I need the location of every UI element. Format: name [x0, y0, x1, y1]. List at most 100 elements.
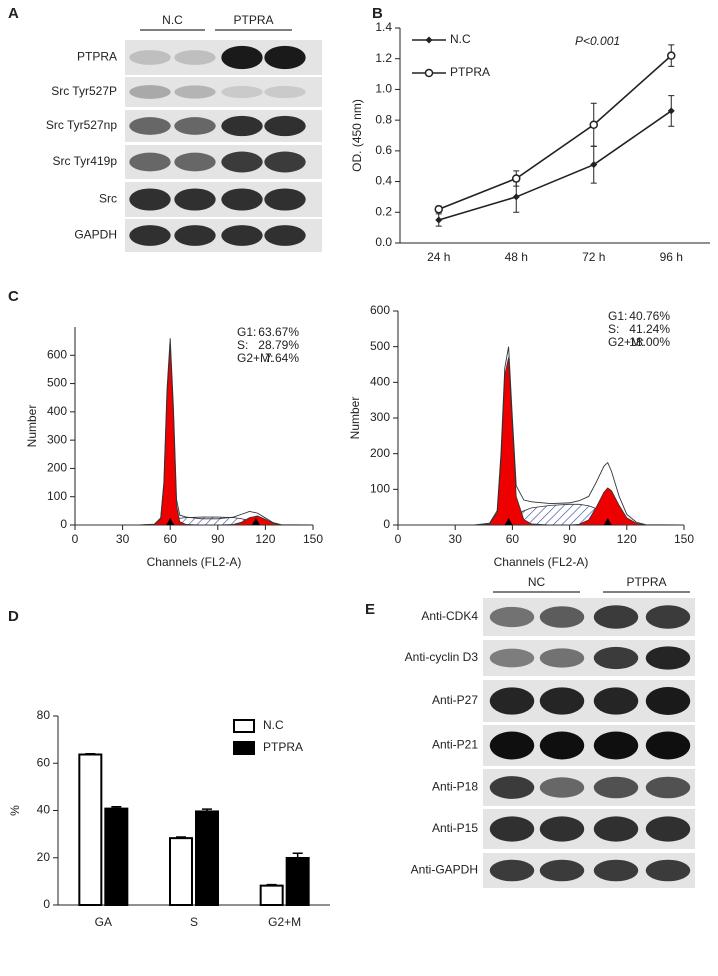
marker — [512, 174, 521, 183]
marker — [589, 120, 598, 129]
blot-band — [489, 648, 535, 668]
blot-band — [593, 859, 639, 882]
peak-marker — [166, 518, 175, 525]
panel-label: D — [8, 608, 19, 625]
blot-band — [489, 816, 535, 842]
bar — [195, 810, 219, 907]
y-axis-label: Number — [25, 405, 39, 448]
blot-band — [539, 777, 585, 798]
blot-band — [221, 45, 263, 70]
legend-label: PTPRA — [263, 740, 303, 754]
x-tick-label: 60 — [164, 532, 178, 546]
y-tick-label: 0 — [383, 517, 390, 531]
stat-label: G2+M: — [608, 335, 644, 349]
stat-label: G1: — [608, 309, 627, 323]
y-tick-label: 100 — [370, 482, 390, 496]
x-tick-label: 0 — [395, 532, 402, 546]
blot-band — [174, 188, 216, 211]
blot-row-label: Anti-CDK4 — [421, 609, 478, 623]
stat-value: 40.76% — [629, 309, 670, 323]
blot-band — [264, 115, 306, 137]
blot-row-label: Anti-P21 — [432, 738, 478, 752]
bar — [285, 856, 310, 907]
blot-band — [539, 687, 585, 715]
marker — [512, 193, 520, 201]
x-axis-label: Channels (FL2-A) — [147, 555, 242, 569]
x-tick-label: 120 — [617, 532, 637, 546]
stat-label: G1: — [237, 325, 256, 339]
blot-band — [593, 816, 639, 842]
y-tick-label: 0 — [60, 517, 67, 531]
blot-band — [593, 731, 639, 760]
y-tick-label: 0 — [43, 897, 50, 911]
blot-band — [221, 225, 263, 246]
blot-band — [221, 188, 263, 211]
x-tick-label: 90 — [211, 532, 225, 546]
legend-swatch — [233, 741, 255, 755]
marker — [434, 204, 443, 214]
blot-band — [645, 605, 691, 629]
panel-label: A — [8, 5, 19, 22]
blot-band — [129, 225, 171, 246]
y-tick-label: 300 — [370, 410, 390, 424]
blot-band — [539, 816, 585, 842]
x-tick-label: 48 h — [505, 250, 528, 264]
blot-row-label: Src Tyr527P — [51, 84, 117, 98]
blot-band — [489, 859, 535, 882]
x-tick-label: GA — [95, 915, 112, 929]
y-tick-label: 100 — [47, 489, 67, 503]
blot-band — [645, 816, 691, 842]
blot-band — [645, 859, 691, 882]
y-tick-label: 1.4 — [375, 20, 392, 34]
peak-marker — [504, 518, 513, 525]
blot-band — [221, 85, 263, 99]
panel-label: E — [365, 601, 375, 618]
blot-band — [645, 731, 691, 760]
x-tick-label: 150 — [674, 532, 694, 546]
marker — [435, 216, 443, 224]
histogram-trace — [398, 346, 685, 526]
x-tick-label: 60 — [506, 532, 520, 546]
g2-area — [398, 487, 684, 526]
blot-band — [221, 115, 263, 137]
x-tick-label: 96 h — [660, 250, 683, 264]
blot-band — [264, 188, 306, 211]
y-tick-label: 600 — [370, 303, 390, 317]
x-tick-label: S — [190, 915, 198, 929]
stat-value: 63.67% — [258, 325, 299, 339]
y-tick-label: 200 — [370, 446, 390, 460]
panel-label: B — [372, 5, 383, 22]
y-tick-label: 300 — [47, 432, 67, 446]
y-tick-label: 400 — [47, 404, 67, 418]
y-tick-label: 80 — [37, 708, 51, 722]
y-tick-label: 0.4 — [375, 174, 392, 188]
blot-band — [645, 646, 691, 670]
blot-band — [645, 776, 691, 799]
blot-band — [539, 606, 585, 628]
y-tick-label: 0.6 — [375, 143, 392, 157]
x-tick-label: 150 — [303, 532, 323, 546]
blot-band — [174, 152, 216, 172]
legend-label: N.C — [263, 718, 284, 732]
y-tick-label: 500 — [47, 376, 67, 390]
blot-band — [489, 606, 535, 628]
blot-band — [174, 225, 216, 246]
y-tick-label: 60 — [37, 755, 51, 769]
peak-marker — [603, 518, 612, 525]
blot-band — [129, 188, 171, 211]
marker — [667, 51, 676, 60]
series-line — [438, 110, 672, 221]
series-line — [438, 55, 672, 210]
blot-band — [129, 117, 171, 135]
histogram-trace — [75, 338, 314, 526]
stat-value: 28.79% — [258, 338, 299, 352]
blot-row-label: Src Tyr419p — [53, 154, 118, 168]
blot-band — [489, 776, 535, 799]
x-tick-label: 30 — [116, 532, 130, 546]
y-axis-label: % — [8, 805, 22, 816]
blot-band — [174, 117, 216, 135]
x-tick-label: 90 — [563, 532, 577, 546]
blot-band — [264, 151, 306, 173]
stat-label: G2+M: — [237, 351, 273, 365]
